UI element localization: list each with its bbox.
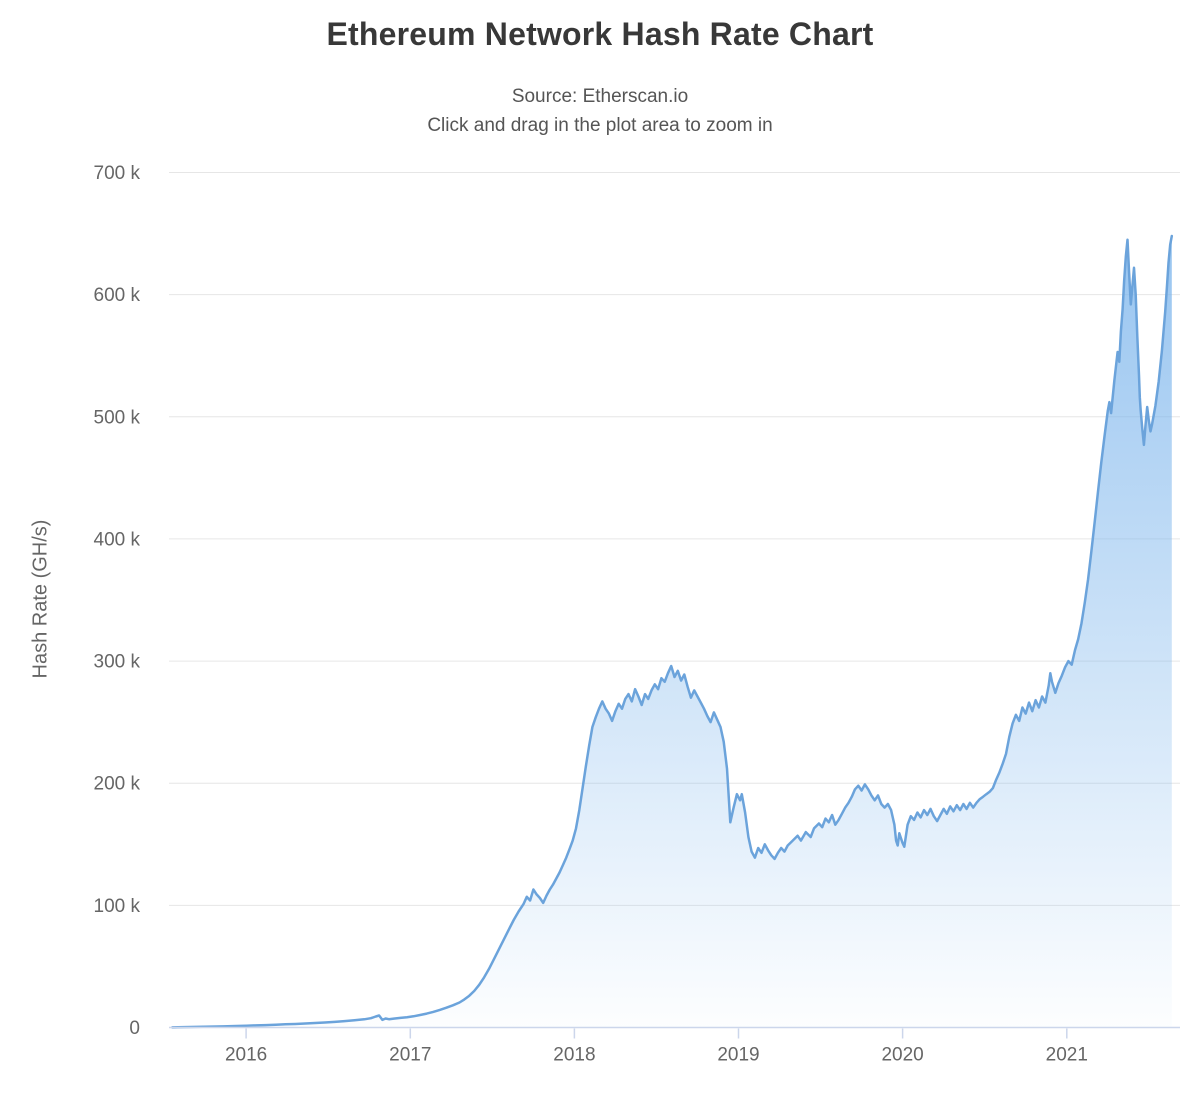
y-tick-label: 200 k (94, 774, 141, 795)
y-tick-label: 600 k (94, 285, 141, 306)
x-tick-label: 2020 (881, 1045, 923, 1066)
hash-rate-area (172, 236, 1172, 1028)
chart-subtitle-source: Source: Etherscan.io (511, 86, 689, 107)
y-tick-label: 0 (129, 1018, 140, 1039)
x-tick-label: 2021 (1046, 1045, 1088, 1066)
y-tick-label: 400 k (94, 529, 141, 550)
x-tick-label: 2016 (225, 1045, 267, 1066)
y-tick-label: 100 k (94, 896, 141, 917)
y-tick-label: 500 k (94, 407, 141, 428)
y-tick-label: 300 k (94, 652, 141, 673)
chart-title: Ethereum Network Hash Rate Chart (326, 16, 874, 52)
x-tick-label: 2019 (717, 1045, 759, 1066)
x-tick-label: 2018 (553, 1045, 595, 1066)
y-tick-label: 700 k (94, 163, 141, 184)
x-tick-label: 2017 (389, 1045, 431, 1066)
chart-subtitle-zoom-hint: Click and drag in the plot area to zoom … (427, 115, 773, 136)
hash-rate-series (171, 234, 1174, 1029)
